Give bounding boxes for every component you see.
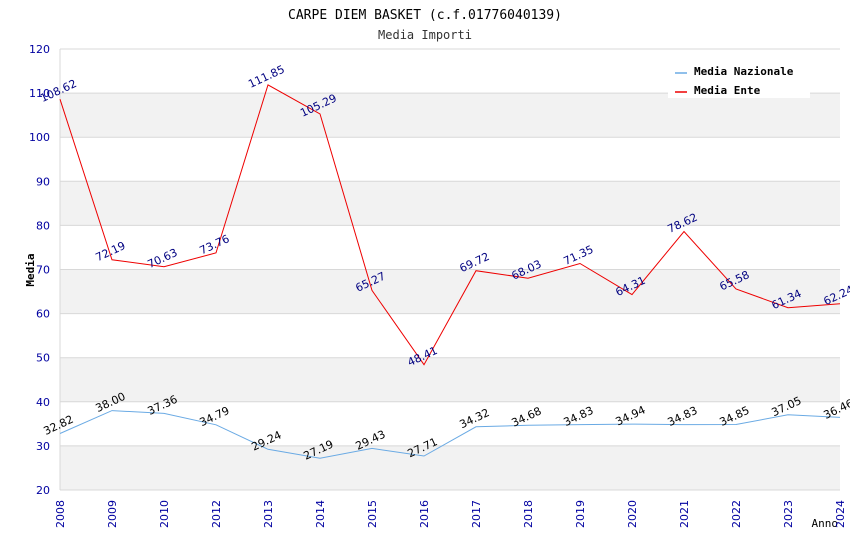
grid-lines [59,48,840,491]
x-tick-labels: 2008 2009 2010 2012 2013 2014 2015 2016 2017 2018… [54,500,847,528]
x-tick-label: 2012 [210,500,223,528]
x-tick-label: 2021 [678,500,691,528]
y-tick-label: 100 [29,131,50,144]
y-tick-label: 90 [36,175,50,188]
x-tick-label: 2008 [54,500,67,528]
x-tick-label: 2023 [782,500,795,528]
y-tick-label: 40 [36,396,50,409]
y-tick-label: 80 [36,219,50,232]
band [60,269,840,314]
y-tick-label: 70 [36,264,50,277]
data-label: 72.19 [93,239,127,264]
legend-label-nazionale: Media Nazionale [694,65,794,78]
y-tick-label: 110 [29,87,50,100]
band [60,445,840,490]
band [60,357,840,402]
x-tick-label: 2014 [314,500,327,528]
band [60,93,840,138]
x-tick-label: 2015 [366,500,379,528]
band [60,181,840,226]
data-label: 34.68 [509,405,543,430]
chart-subtitle: Media Importi [378,28,472,42]
y-axis-label: Media [24,253,37,286]
series-line [59,84,841,366]
x-tick-label: 2024 [834,500,847,528]
x-tick-label: 2022 [730,500,743,528]
x-tick-label: 2009 [106,500,119,528]
data-label: 70.63 [145,246,179,271]
data-label: 111.85 [246,63,286,91]
x-tick-label: 2010 [158,500,171,528]
y-tick-label: 60 [36,308,50,321]
data-label: 34.83 [561,404,595,429]
legend: Media Nazionale Media Ente [668,60,810,98]
y-tick-label: 120 [29,43,50,56]
x-tick-label: 2017 [470,500,483,528]
data-label: 34.94 [613,403,647,428]
y-tick-label: 30 [36,440,50,453]
series-line [59,410,841,459]
y-tick-label: 50 [36,352,50,365]
legend-label-ente: Media Ente [694,84,761,97]
data-label: 34.79 [197,404,231,429]
y-tick-label: 20 [36,484,50,497]
data-label: 32.82 [41,413,75,438]
y-tick-labels: 20 30 40 50 60 70 80 90 100 110 120 [29,43,50,497]
chart-title: CARPE DIEM BASKET (c.f.01776040139) [288,8,562,23]
x-tick-label: 2013 [262,500,275,528]
x-axis-label: Anno [812,517,839,530]
x-tick-label: 2019 [574,500,587,528]
x-tick-label: 2016 [418,500,431,528]
x-tick-label: 2018 [522,500,535,528]
x-tick-label: 2020 [626,500,639,528]
data-label: 34.83 [665,404,699,429]
data-label: 34.85 [717,404,751,429]
background-bands [60,93,840,490]
